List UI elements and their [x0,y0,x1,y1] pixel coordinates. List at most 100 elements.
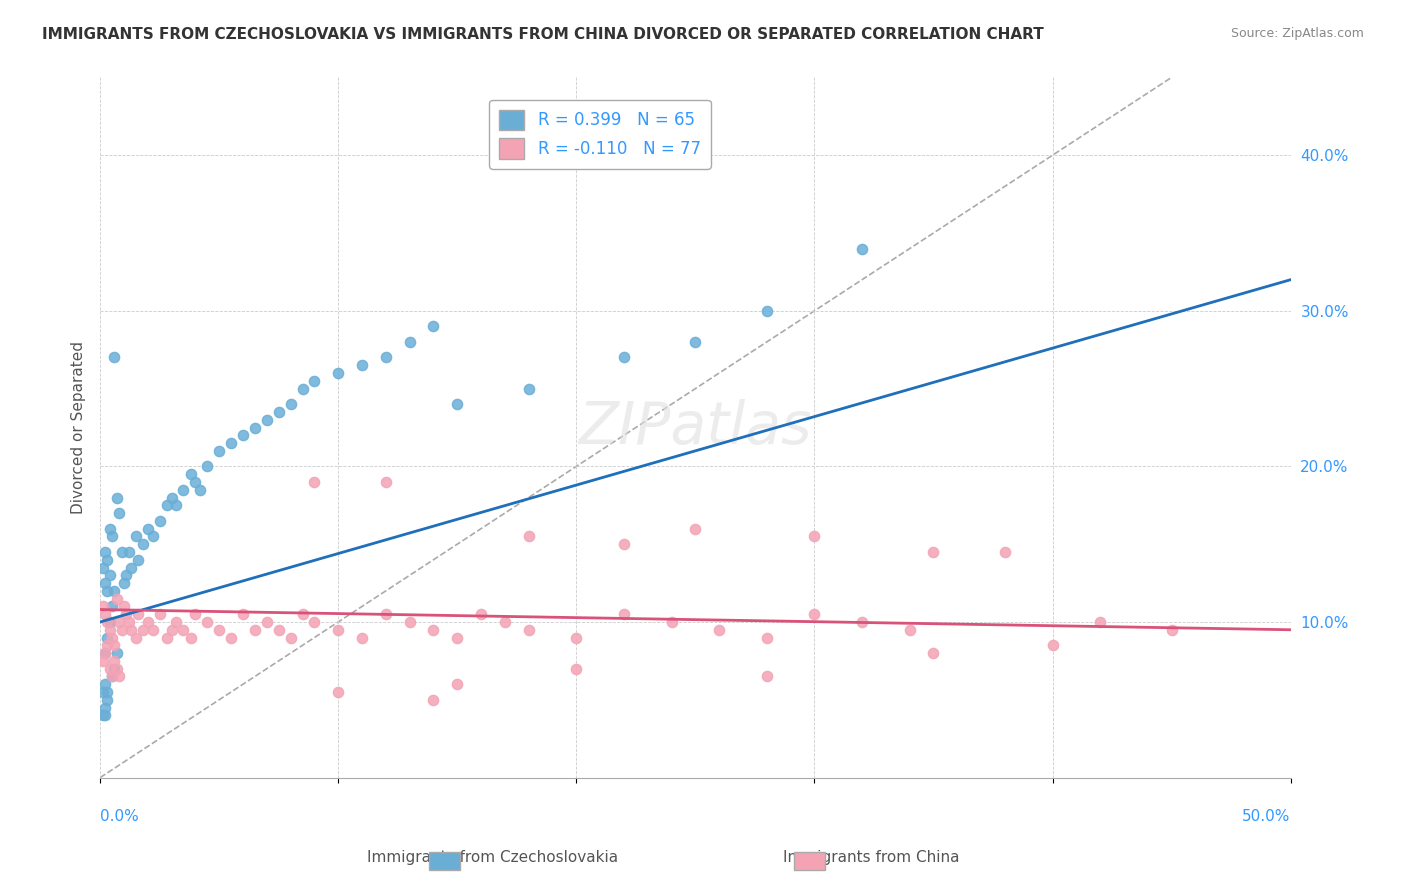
Point [125,631,148,645]
Point [922,646,945,660]
Point [304,374,326,388]
Point [565,631,588,645]
Point [127,553,149,567]
Point [243,420,266,434]
Point [803,607,825,622]
Point [243,623,266,637]
Point [280,631,302,645]
Point [103,662,125,676]
Point [232,428,254,442]
Point [994,545,1017,559]
Point [446,397,468,411]
Point [922,545,945,559]
Point [208,623,231,637]
Point [374,351,396,365]
Point [494,615,516,629]
Text: IMMIGRANTS FROM CZECHOSLOVAKIA VS IMMIGRANTS FROM CHINA DIVORCED OR SEPARATED CO: IMMIGRANTS FROM CZECHOSLOVAKIA VS IMMIGR… [42,27,1043,42]
Point [103,654,125,668]
Point [160,623,183,637]
Point [94,708,117,723]
Point [91,560,114,574]
Point [156,498,179,512]
Point [517,623,540,637]
Point [188,483,211,497]
Point [105,491,128,505]
Point [101,669,124,683]
Point [115,607,138,622]
Point [91,599,114,614]
Point [103,351,125,365]
Point [304,615,326,629]
Point [172,483,194,497]
Point [96,553,118,567]
Point [755,669,778,683]
Point [96,631,118,645]
Point [101,669,124,683]
Point [149,607,172,622]
Point [328,366,350,380]
Point [256,413,278,427]
Point [422,319,444,334]
Point [136,522,159,536]
Point [613,607,636,622]
Point [685,522,707,536]
Point [118,545,141,559]
Point [398,615,420,629]
Point [1088,615,1111,629]
Point [112,576,135,591]
Point [103,638,125,652]
Point [165,615,187,629]
Point [517,382,540,396]
Point [851,615,873,629]
Point [446,677,468,691]
Point [898,623,921,637]
Point [709,623,731,637]
Point [105,662,128,676]
Point [110,623,132,637]
Point [219,631,242,645]
Point [120,560,142,574]
Point [94,646,117,660]
Point [101,631,124,645]
Point [110,545,132,559]
Point [94,646,117,660]
Point [149,514,172,528]
Point [91,654,114,668]
Point [851,242,873,256]
Point [422,693,444,707]
Point [91,708,114,723]
Point [328,623,350,637]
Point [112,599,135,614]
Point [108,506,131,520]
Legend: R = 0.399   N = 65, R = -0.110   N = 77: R = 0.399 N = 65, R = -0.110 N = 77 [489,100,711,169]
Point [165,498,187,512]
Point [470,607,492,622]
Point [96,693,118,707]
Point [1160,623,1182,637]
Point [685,334,707,349]
Point [96,615,118,629]
Point [180,467,202,482]
Point [280,397,302,411]
Point [184,607,207,622]
Text: Immigrants from Czechoslovakia: Immigrants from Czechoslovakia [367,850,617,865]
Point [195,615,218,629]
Point [328,685,350,699]
Text: 0.0%: 0.0% [100,809,139,824]
Point [141,623,163,637]
Point [127,607,149,622]
Point [613,351,636,365]
Point [803,529,825,543]
Point [132,537,155,551]
Point [446,631,468,645]
Point [118,615,141,629]
Point [398,334,420,349]
Point [172,623,194,637]
Point [101,599,124,614]
Point [517,529,540,543]
Point [350,358,373,372]
Point [267,405,290,419]
Point [105,591,128,606]
Point [105,646,128,660]
Point [96,638,118,652]
